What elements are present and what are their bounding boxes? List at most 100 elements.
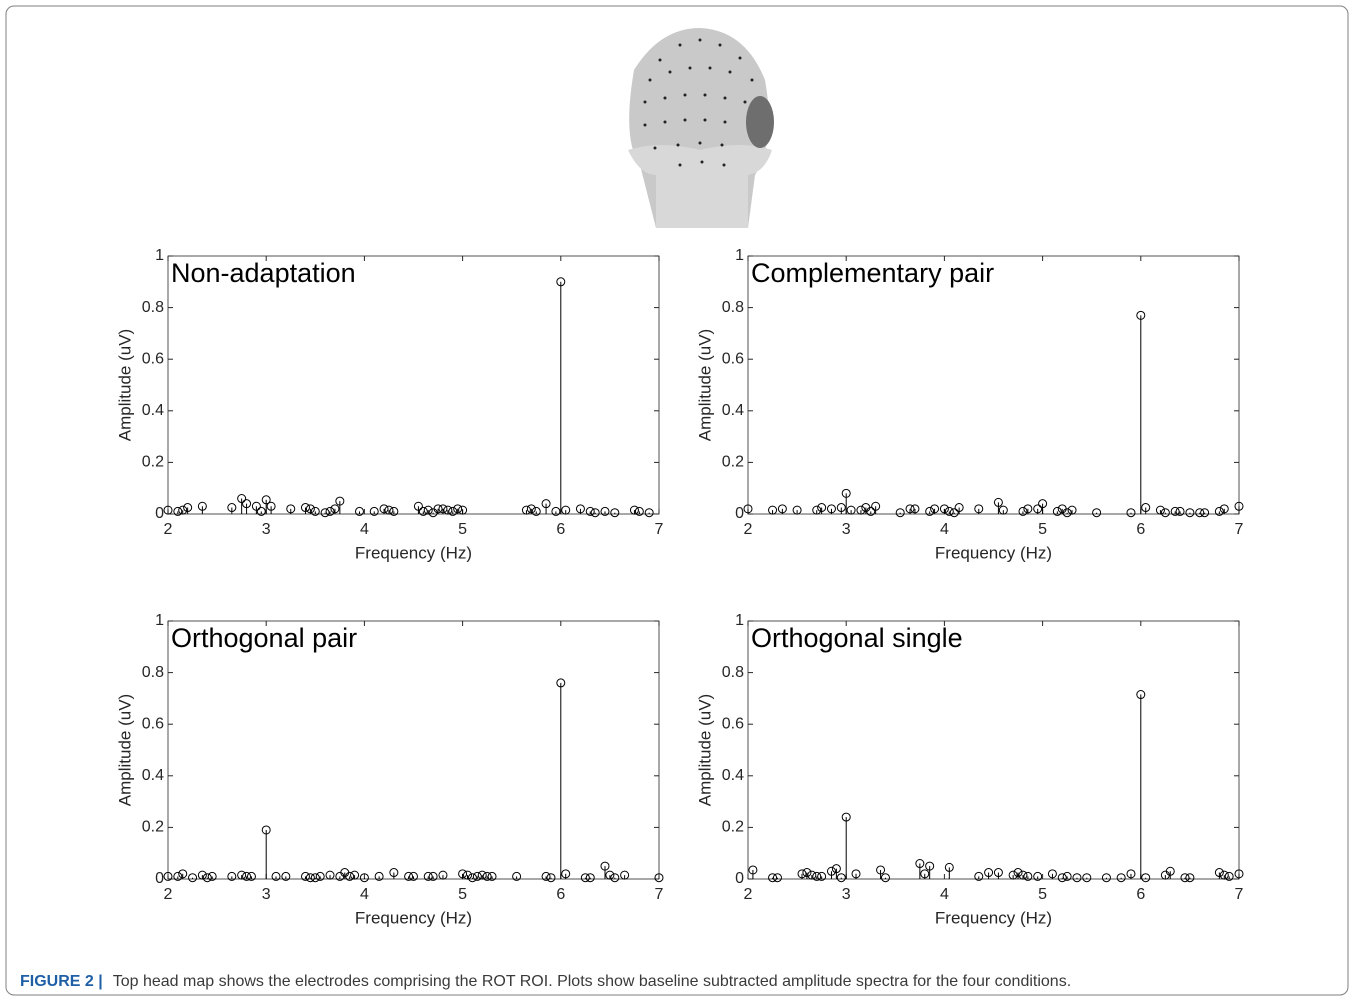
stem-marker (998, 505, 1008, 515)
x-tick-label: 7 (655, 886, 664, 903)
stem-marker (418, 506, 428, 516)
stem-marker (1116, 873, 1126, 883)
stem-marker (974, 504, 984, 514)
stem-marker (590, 508, 600, 518)
stem-marker (856, 505, 866, 515)
stem-marker (880, 873, 890, 883)
x-axis-label: Frequency (Hz) (935, 908, 1052, 927)
y-tick-label: 0.2 (722, 819, 744, 836)
axes-box (747, 620, 1240, 880)
y-axis-label: Amplitude (uV) (115, 329, 134, 441)
figure-frame (5, 5, 1349, 996)
stem-marker (654, 873, 664, 883)
stem-marker (1008, 870, 1018, 880)
stem-marker (777, 504, 787, 514)
stem-marker (949, 508, 959, 518)
y-tick-label: 0.4 (722, 402, 744, 419)
stem-marker (433, 504, 443, 514)
stem-marker (448, 506, 458, 516)
stem-marker (984, 868, 994, 878)
stem-marker (556, 678, 566, 688)
x-tick-label: 7 (1235, 886, 1244, 903)
stem-marker (1219, 504, 1229, 514)
stem-marker (173, 871, 183, 881)
stem-marker (1033, 504, 1043, 514)
chart-panel: 2 3 4 5 6 7 0 0.2 0.4 0.6 0.8 1 Frequency (Hz) Amplit… (695, 247, 1243, 562)
stem-marker (876, 865, 886, 875)
stem-marker (1141, 873, 1151, 883)
x-tick-label: 3 (262, 521, 271, 538)
stem-marker (281, 871, 291, 881)
head-map (628, 28, 774, 228)
stem-marker (423, 871, 433, 881)
y-tick-label: 0.8 (142, 664, 164, 681)
stem-marker (610, 873, 620, 883)
stem-marker (905, 504, 915, 514)
stem-marker (428, 871, 438, 881)
stem-marker (620, 870, 630, 880)
stem-marker (305, 504, 315, 514)
stem-marker (413, 501, 423, 511)
y-tick-label: 0.4 (142, 402, 164, 419)
x-tick-label: 5 (1038, 521, 1047, 538)
stem-marker (944, 862, 954, 872)
stem-marker (472, 871, 482, 881)
stem-marker (826, 504, 836, 514)
stem-marker (1038, 499, 1048, 509)
stem-marker (1062, 871, 1072, 881)
stem-marker (748, 865, 758, 875)
stem-marker (944, 506, 954, 516)
stem-marker (183, 503, 193, 513)
y-tick-label: 0 (155, 505, 164, 522)
stem-marker (841, 812, 851, 822)
x-tick-label: 4 (940, 521, 949, 538)
stem-marker (556, 277, 566, 287)
y-tick-label: 1 (735, 612, 744, 629)
stem-marker (197, 501, 207, 511)
stem-marker (546, 873, 556, 883)
stem-marker (463, 870, 473, 880)
stem-marker (1170, 506, 1180, 516)
stem-marker (325, 506, 335, 516)
stem-marker (261, 825, 271, 835)
stem-marker (173, 506, 183, 516)
stem-marker (163, 871, 173, 881)
stem-marker (836, 503, 846, 513)
stem-marker (256, 506, 266, 516)
stem-marker (438, 504, 448, 514)
x-tick-label: 5 (458, 521, 467, 538)
stem-marker (330, 504, 340, 514)
stem-marker (1062, 508, 1072, 518)
stem-marker (925, 506, 935, 516)
stem-marker (389, 868, 399, 878)
x-tick-label: 5 (1038, 886, 1047, 903)
stem-marker (1141, 503, 1151, 513)
stem-marker (242, 871, 252, 881)
y-tick-label: 0.8 (722, 664, 744, 681)
stem-marker (1136, 310, 1146, 320)
x-tick-label: 4 (360, 521, 369, 538)
stem-marker (227, 871, 237, 881)
stem-marker (551, 506, 561, 516)
chart-title: Orthogonal pair (171, 623, 357, 653)
stem-marker (585, 873, 595, 883)
x-tick-label: 6 (1136, 886, 1145, 903)
stem-marker (438, 870, 448, 880)
y-tick-label: 0 (735, 870, 744, 887)
y-tick-label: 0.8 (142, 299, 164, 316)
stem-marker (458, 869, 468, 879)
stem-marker (866, 506, 876, 516)
x-tick-label: 2 (164, 521, 173, 538)
stem-marker (453, 504, 463, 514)
stem-marker (993, 497, 1003, 507)
y-axis-label: Amplitude (uV) (695, 329, 714, 441)
stem-marker (345, 871, 355, 881)
stem-marker (1155, 505, 1165, 515)
y-tick-label: 0.6 (722, 350, 744, 367)
stem-marker (1160, 508, 1170, 518)
x-tick-label: 5 (458, 886, 467, 903)
stem-marker (207, 871, 217, 881)
stem-marker (359, 873, 369, 883)
x-tick-label: 4 (360, 886, 369, 903)
stem-marker (1185, 873, 1195, 883)
